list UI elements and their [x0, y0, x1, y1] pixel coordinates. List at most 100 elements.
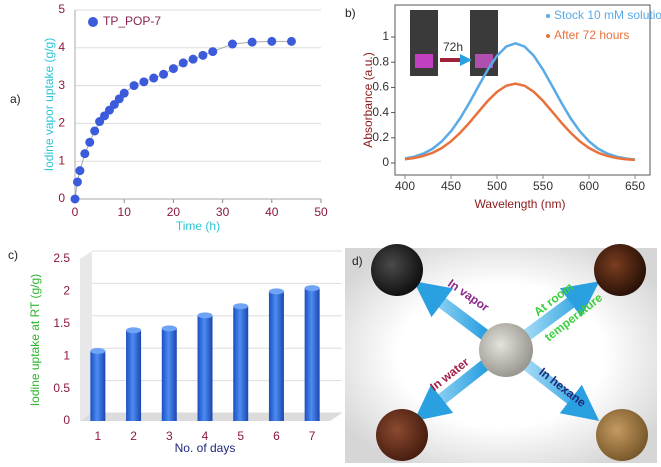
- panel-label: d): [352, 254, 363, 268]
- bar-top: [268, 288, 284, 295]
- data-point: [208, 47, 218, 57]
- arrow: [413, 360, 489, 422]
- panel-label: c): [8, 248, 18, 262]
- data-point: [149, 73, 159, 83]
- x-tick-label: 30: [216, 205, 230, 219]
- arrow: [413, 281, 489, 340]
- sample-disk: [479, 323, 533, 377]
- x-tick-label: 50: [314, 205, 328, 219]
- bar: [197, 315, 213, 421]
- data-point: [178, 58, 188, 68]
- x-tick-label: 7: [309, 429, 316, 443]
- bar-top: [304, 285, 320, 292]
- y-tick-label: 1: [58, 153, 65, 167]
- diagram-panel: d) In vapor At room temperature In water…: [345, 244, 657, 463]
- panel-label: a): [10, 92, 21, 106]
- legend-label: After 72 hours: [554, 28, 629, 42]
- bar-top: [90, 348, 106, 355]
- y-tick-label: 1: [63, 348, 70, 362]
- x-tick-label: 400: [395, 179, 415, 193]
- y-axis-title: Iodine uptake at RT (g/g): [28, 274, 42, 406]
- y-tick-label: 2: [63, 284, 70, 298]
- x-tick-label: 40: [265, 205, 279, 219]
- arrow: [523, 281, 600, 340]
- y-tick-label: 1.5: [53, 316, 70, 330]
- x-tick-label: 3: [166, 429, 173, 443]
- y-tick-label: 0: [382, 155, 389, 169]
- x-tick-label: 0: [72, 205, 79, 219]
- data-point: [75, 166, 85, 176]
- data-point: [139, 77, 149, 87]
- bar: [90, 351, 106, 421]
- data-point: [159, 69, 169, 79]
- x-tick-label: 550: [533, 179, 553, 193]
- y-tick-label: 0.2: [372, 130, 389, 144]
- x-axis-title: Time (h): [176, 219, 220, 233]
- y-tick-label: 0: [63, 413, 70, 427]
- bar: [126, 330, 142, 421]
- x-tick-label: 6: [273, 429, 280, 443]
- data-point: [286, 36, 296, 46]
- y-tick-label: 5: [58, 2, 65, 16]
- bar-top: [126, 327, 142, 334]
- bar: [268, 291, 284, 421]
- legend-label: Stock 10 mM solution: [554, 8, 661, 22]
- bar-top: [161, 325, 177, 332]
- data-point: [188, 54, 198, 64]
- inset-liquid: [475, 54, 493, 68]
- back-wall: [80, 251, 92, 421]
- y-axis-title: Iodine vapor uptake (g/g): [42, 38, 56, 171]
- panel-label: b): [345, 6, 356, 20]
- sample-disk: [376, 409, 428, 461]
- x-axis-title: Wavelength (nm): [475, 197, 566, 211]
- x-axis-title: No. of days: [175, 441, 236, 455]
- x-tick-label: 4: [202, 429, 209, 443]
- bar: [304, 288, 320, 421]
- y-tick-label: 0.6: [372, 80, 389, 94]
- bar-top: [233, 303, 249, 310]
- y-tick-label: 0.5: [53, 381, 70, 395]
- legend-label: TP_POP-7: [103, 14, 161, 28]
- data-point: [80, 149, 90, 159]
- y-tick-label: 4: [58, 40, 65, 54]
- sample-disk: [371, 244, 423, 296]
- arrows: [413, 281, 600, 422]
- data-point: [227, 39, 237, 49]
- inset-label: 72h: [443, 40, 463, 54]
- y-tick-label: 2: [58, 116, 65, 130]
- series-line: [404, 41, 636, 161]
- sample-disk: [594, 244, 646, 296]
- y-tick-label: 3: [58, 78, 65, 92]
- y-tick-label: 1: [382, 29, 389, 43]
- x-tick-label: 500: [487, 179, 507, 193]
- data-point: [90, 126, 100, 136]
- x-tick-label: 5: [237, 429, 244, 443]
- data-point: [70, 194, 80, 204]
- data-point: [85, 137, 95, 147]
- arrow: [523, 360, 600, 422]
- x-tick-label: 2: [130, 429, 137, 443]
- x-tick-label: 650: [625, 179, 645, 193]
- x-tick-label: 600: [579, 179, 599, 193]
- plot-frame: [394, 4, 651, 176]
- data-point: [247, 37, 257, 47]
- data-point: [198, 50, 208, 60]
- data-point: [119, 88, 129, 98]
- x-tick-label: 20: [167, 205, 181, 219]
- bar: [233, 306, 249, 421]
- y-tick-label: 0: [58, 191, 65, 205]
- data-point: [168, 64, 178, 74]
- data-point: [72, 177, 82, 187]
- x-tick-label: 10: [118, 205, 132, 219]
- legend-marker: [546, 14, 550, 18]
- data-point: [129, 81, 139, 91]
- x-tick-label: 450: [441, 179, 461, 193]
- y-tick-label: 0.4: [372, 105, 389, 119]
- legend-marker: [88, 17, 98, 27]
- data-point: [267, 36, 277, 46]
- y-axis-title: Absorbance (a.u.): [361, 52, 375, 147]
- bar: [161, 328, 177, 421]
